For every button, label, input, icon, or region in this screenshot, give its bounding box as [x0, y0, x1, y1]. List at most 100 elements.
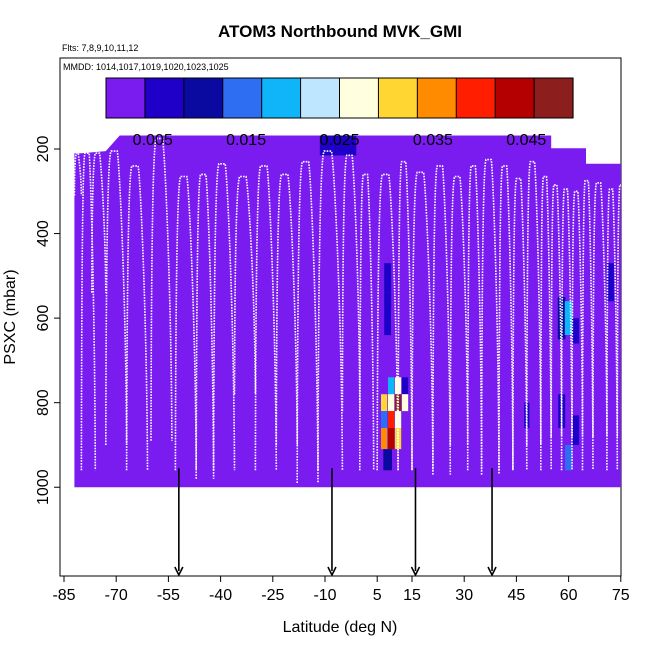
data-field-background	[74, 135, 621, 488]
colorbar-segment-4	[261, 78, 302, 118]
x-axis: -85 -70 -55 -40 -25 -10 5 15 30 45 60 75	[52, 575, 630, 604]
arrow-0-head	[174, 566, 184, 577]
flight-profile-15	[359, 173, 375, 471]
colorbar-segment-10	[495, 78, 535, 118]
flight-profile-12	[296, 160, 319, 484]
data-cell-13	[381, 411, 388, 428]
data-cell-9	[381, 394, 388, 412]
flight-profile-9	[233, 175, 257, 395]
flight-profile-5	[150, 137, 173, 441]
x-tick-label-11: 75	[612, 587, 630, 604]
x-tick-label-10: 60	[560, 587, 578, 604]
data-cell-16	[381, 428, 388, 450]
data-cell-10	[388, 394, 395, 412]
flight-profile-20	[449, 175, 469, 446]
flight-profile-2	[91, 152, 107, 293]
flight-profile-19	[432, 165, 452, 475]
heatmap-layer	[74, 135, 621, 488]
data-cell-19	[383, 449, 392, 471]
x-tick-label-7: 15	[403, 587, 421, 604]
flight-profile-30	[581, 179, 594, 471]
flight-profiles	[73, 137, 638, 484]
flight-profile-13	[317, 150, 344, 471]
data-cell-12	[401, 394, 409, 412]
x-tick-label-6: 5	[373, 587, 382, 604]
colorbar-segment-8	[417, 78, 457, 118]
data-cell-17	[388, 428, 395, 450]
flight-profile-22	[480, 158, 500, 475]
data-cell-14	[388, 411, 395, 428]
x-tick-label-9: 45	[508, 587, 526, 604]
y-tick-label-2: 600	[35, 305, 52, 332]
flight-profile-34	[628, 181, 638, 471]
x-tick-label-8: 30	[455, 587, 473, 604]
arrow-2-head	[410, 566, 421, 577]
flight-profile-26	[540, 175, 552, 471]
colorbar-segment-5	[300, 78, 341, 118]
flight-profile-33	[616, 184, 621, 437]
colorbar-segment-2	[183, 78, 224, 118]
data-cell-1	[335, 135, 357, 156]
y-axis: 200 400 600 800 1000	[35, 136, 61, 505]
data-cell-3	[384, 263, 392, 293]
colorbar-segment-0	[106, 78, 146, 118]
flights-subtitle: Flts: 7,8,9,10,11,12	[62, 43, 138, 53]
colorbar-segment-6	[339, 78, 380, 118]
dates-subtitle: MMDD: 1014,1017,1019,1020,1023,1025	[63, 62, 229, 72]
data-cell-27	[606, 377, 614, 412]
flight-profile-29	[571, 190, 584, 437]
data-cell-31	[176, 284, 182, 302]
flight-profile-31	[592, 182, 608, 437]
chart-title: ATOM3 Northbound MVK_GMI	[218, 22, 462, 41]
arrow-3-head	[487, 566, 497, 577]
flight-profile-1	[80, 152, 97, 471]
data-cell-24	[565, 445, 573, 471]
x-tick-label-0: -85	[52, 587, 75, 604]
colorbar-segment-7	[378, 78, 418, 118]
flight-profile-6	[174, 175, 197, 471]
arrow-markers	[174, 468, 497, 577]
flight-profile-28	[560, 188, 573, 471]
flight-profile-27	[550, 184, 563, 437]
flight-profile-17	[397, 160, 413, 471]
x-tick-label-5: -10	[313, 587, 336, 604]
x-tick-label-2: -55	[157, 587, 180, 604]
flight-profile-4	[125, 165, 149, 471]
colorbar-border	[105, 77, 574, 119]
y-tick-label-1: 400	[35, 220, 52, 247]
data-cell-5	[391, 309, 399, 336]
flight-profile-0	[73, 152, 83, 196]
y-tick-label-0: 200	[35, 136, 52, 163]
y-tick-label-3: 800	[35, 389, 52, 416]
data-cell-26	[606, 263, 614, 302]
y-tick-label-4: 1000	[35, 469, 52, 505]
colorbar-segment-1	[144, 78, 185, 118]
flight-profile-21	[466, 165, 483, 471]
data-cell-25	[572, 415, 580, 445]
colorbar-tick-label-1: 0.015	[226, 132, 266, 149]
colorbar-tick-labels: 0.005 0.015 0.025 0.035 0.045	[133, 132, 547, 149]
colorbar-tick-label-0: 0.005	[133, 132, 173, 149]
colorbar	[105, 77, 574, 119]
flight-profile-11	[275, 173, 298, 446]
flight-profile-32	[606, 188, 619, 471]
data-cell-6	[388, 377, 395, 395]
data-cell-32	[213, 368, 228, 395]
data-cell-29	[541, 182, 547, 217]
x-tick-label-1: -70	[105, 587, 128, 604]
flight-profile-3	[105, 150, 128, 446]
flight-profile-25	[526, 160, 542, 446]
flight-profile-14	[341, 154, 361, 412]
colorbar-tick-label-4: 0.045	[506, 132, 546, 149]
colorbar-segment-11	[534, 78, 574, 118]
flight-profile-10	[254, 165, 278, 471]
flight-profile-18	[411, 171, 434, 471]
colorbar-segment-3	[222, 78, 263, 118]
colorbar-segment-9	[456, 78, 496, 118]
x-tick-label-4: -25	[261, 587, 284, 604]
data-cell-22	[572, 318, 580, 344]
data-cell-8	[401, 377, 409, 395]
data-cell-4	[384, 292, 392, 336]
flight-profile-7	[195, 173, 215, 479]
